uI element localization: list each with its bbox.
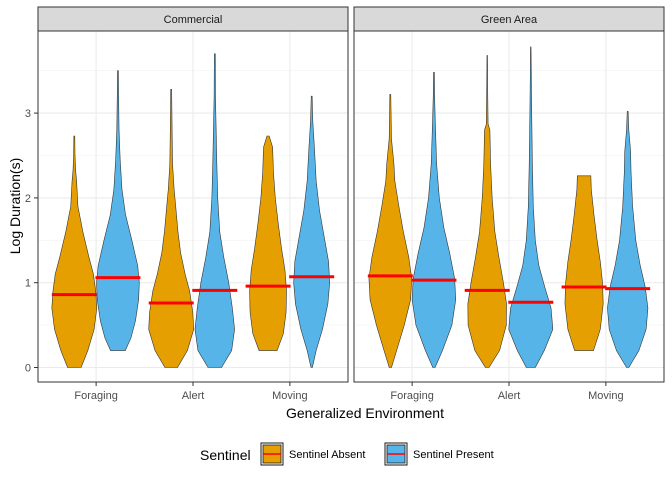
x-tick-label-green-area-moving: Moving	[588, 390, 623, 402]
violin-commercial-foraging-sentinel-absent	[51, 135, 98, 368]
violin-green-area-moving-sentinel-absent	[564, 175, 604, 351]
violins-commercial	[51, 53, 335, 368]
x-tick-label-commercial-foraging: Foraging	[74, 390, 117, 402]
violin-green-area-moving-sentinel-present	[607, 111, 649, 368]
strip-label-commercial: Commercial	[164, 14, 223, 26]
y-axis: 0 1 2 3	[25, 108, 38, 375]
x-tick-label-green-area-alert: Alert	[498, 390, 521, 402]
y-tick-label-0: 0	[25, 363, 31, 375]
x-axis-title: Generalized Environment	[286, 405, 444, 421]
x-tick-label-commercial-alert: Alert	[182, 390, 205, 402]
y-tick-label-3: 3	[25, 108, 31, 120]
violin-green-area-foraging-sentinel-absent	[368, 94, 413, 368]
legend-title: Sentinel	[200, 447, 251, 463]
violin-commercial-alert-sentinel-absent	[148, 89, 195, 368]
legend-label-sentinel-present: Sentinel Present	[413, 449, 494, 461]
legend-label-sentinel-absent: Sentinel Absent	[289, 449, 365, 461]
facet-panel-green-area: Green Area	[353, 6, 665, 383]
x-axis: Foraging Alert Moving Foraging Alert Moving	[74, 382, 624, 402]
strip-label-green-area: Green Area	[481, 14, 538, 26]
y-tick-label-2: 2	[25, 193, 31, 205]
strip-commercial	[37, 6, 349, 32]
violins-green-area	[367, 46, 651, 368]
y-tick-label-1: 1	[25, 278, 31, 290]
violin-green-area-foraging-sentinel-present	[411, 72, 457, 368]
strip-green-area	[353, 6, 665, 32]
facet-panel-commercial: Commercial	[37, 6, 349, 383]
violin-commercial-moving-sentinel-present	[293, 95, 330, 368]
legend: Sentinel Sentinel Absent Sentinel Presen…	[200, 442, 494, 466]
y-axis-title: Log Duration(s)	[7, 158, 23, 255]
x-tick-label-commercial-moving: Moving	[272, 390, 307, 402]
violin-green-area-alert-sentinel-present	[508, 46, 554, 368]
violin-commercial-moving-sentinel-absent	[249, 135, 287, 351]
x-tick-label-green-area-foraging: Foraging	[390, 390, 433, 402]
